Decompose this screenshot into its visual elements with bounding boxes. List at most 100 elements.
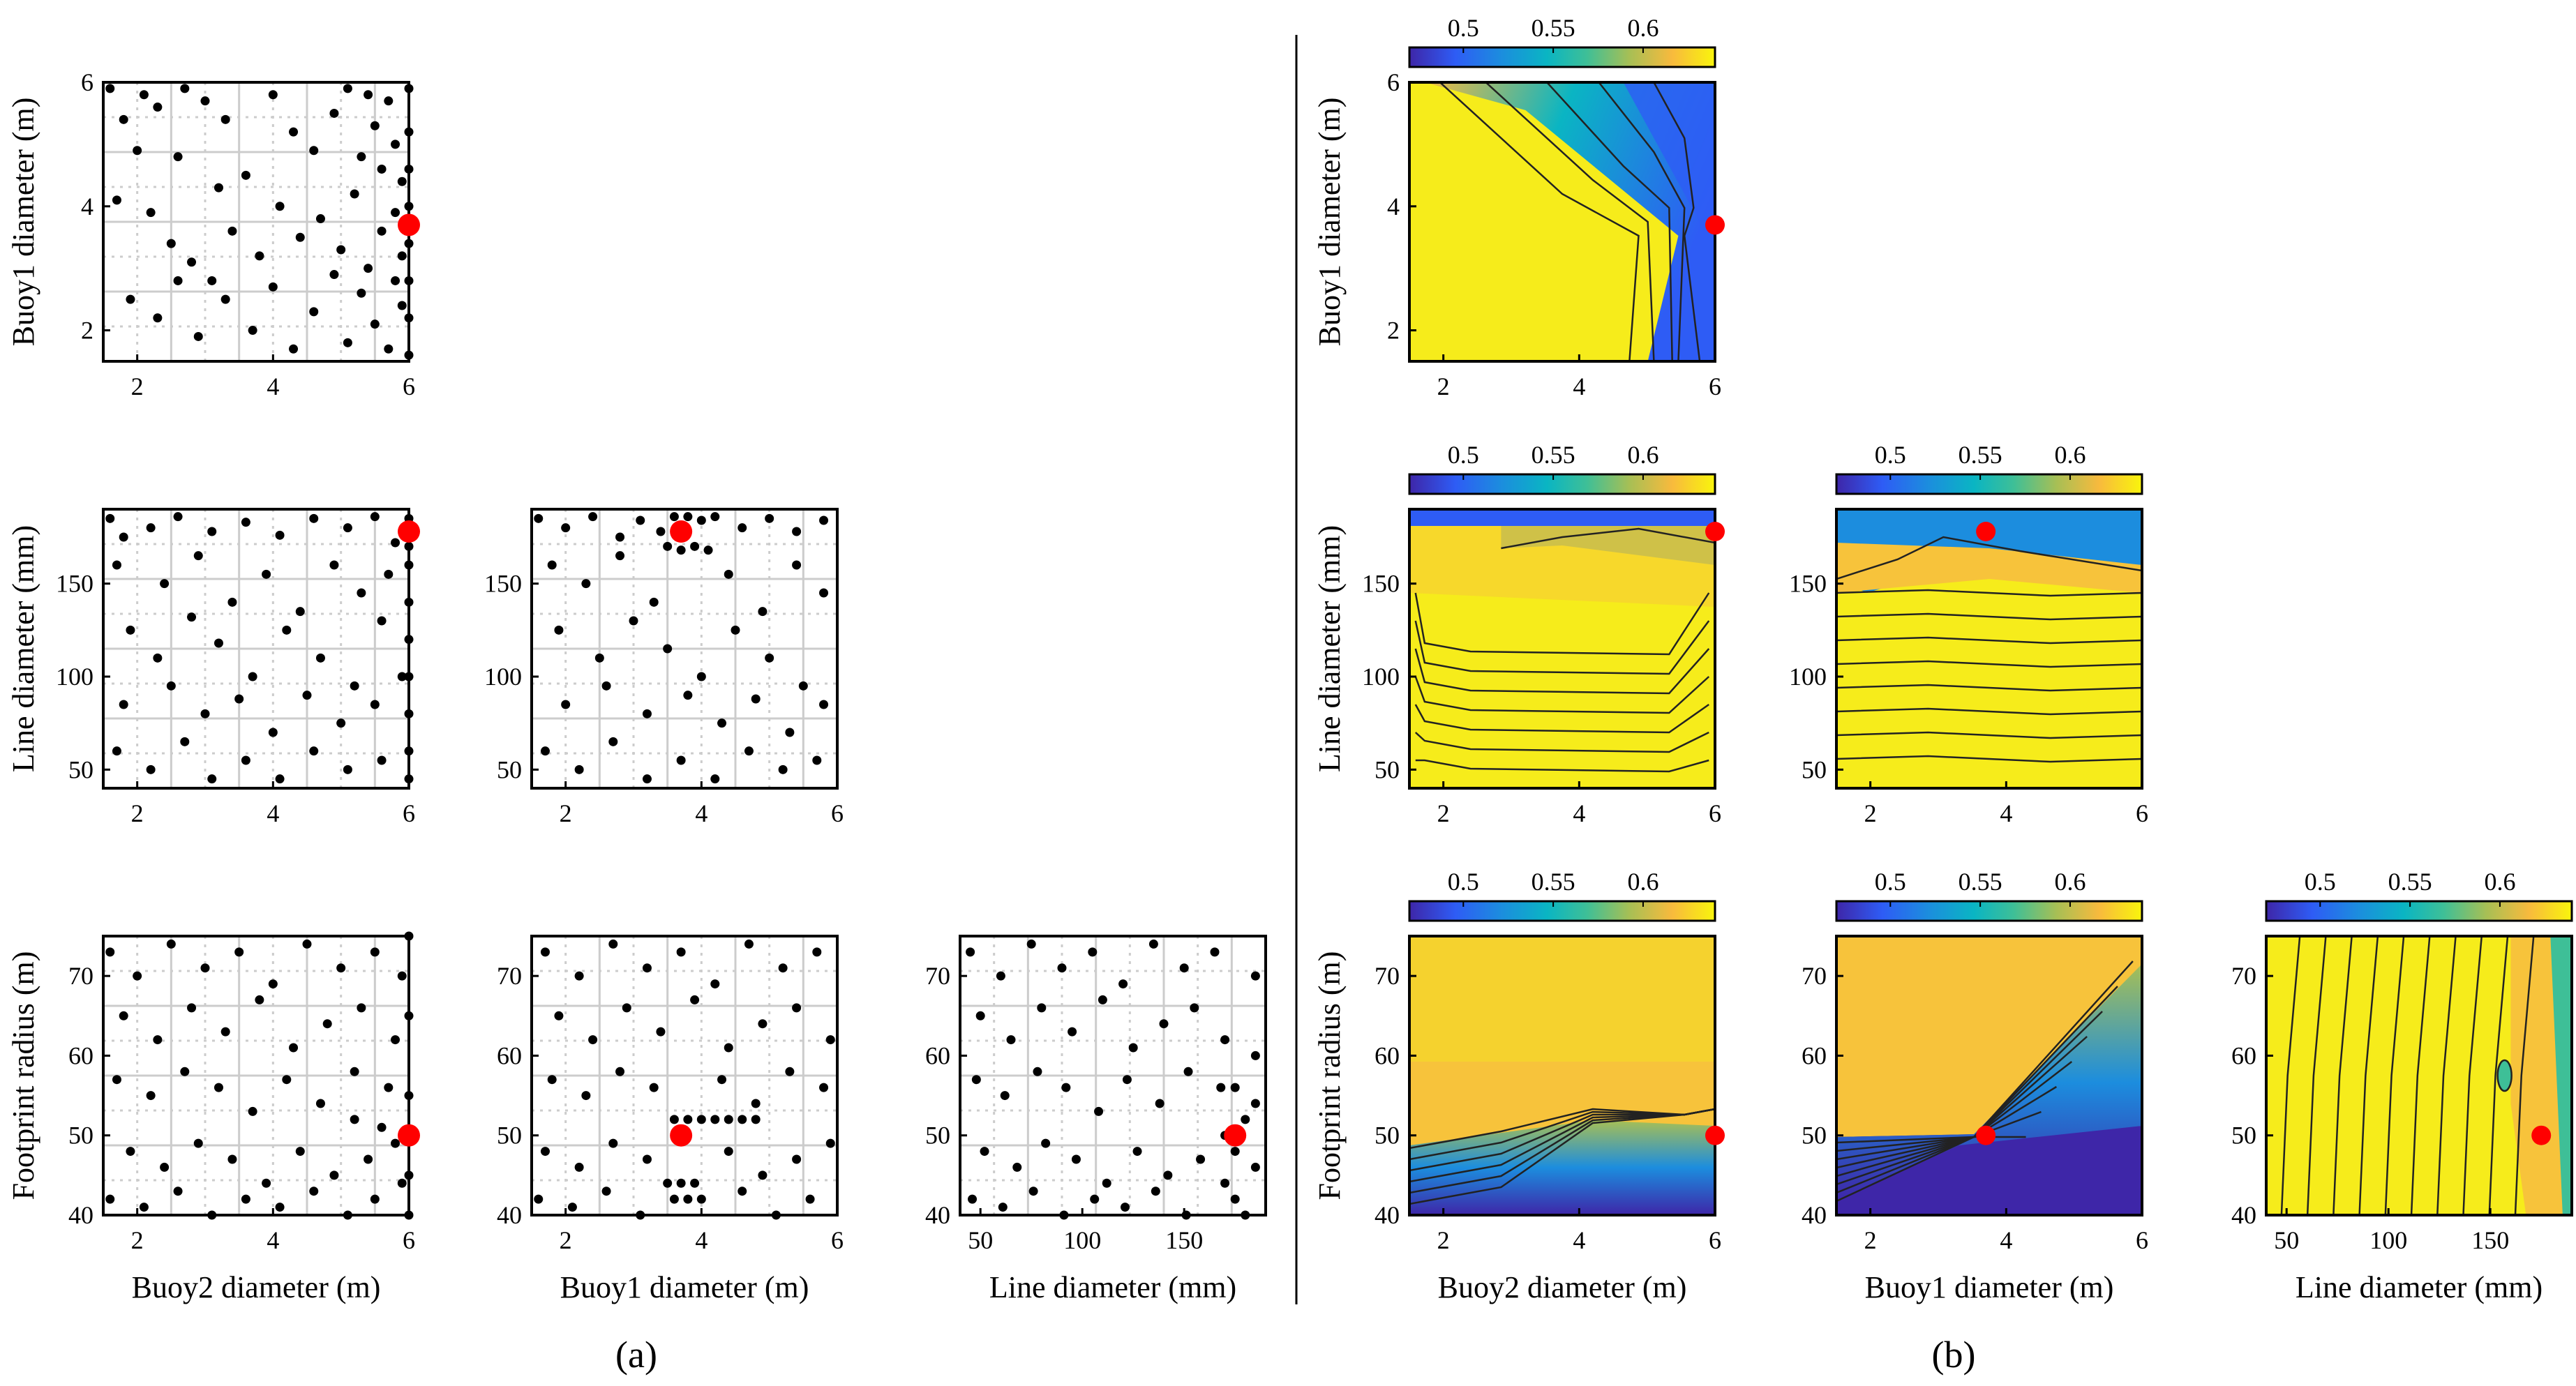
heat-region — [1836, 964, 2142, 1201]
scatter-point — [227, 1154, 237, 1164]
scatter-point — [241, 1194, 250, 1204]
heat-region — [1424, 82, 1715, 361]
y-tick-label-0-0: 2 — [81, 317, 93, 345]
scatter-point — [690, 995, 700, 1004]
scatter-point — [214, 638, 223, 648]
y-tick-label-2-1: 100 — [484, 663, 522, 691]
scatter-point — [751, 1099, 761, 1108]
scatter-point — [309, 746, 319, 756]
scatter-point — [1183, 1067, 1193, 1076]
scatter-point — [1098, 995, 1107, 1004]
scatter-point — [785, 728, 795, 737]
contour-line — [2384, 936, 2405, 1215]
scatter-point — [1220, 1035, 1230, 1045]
scatter-point — [187, 1003, 197, 1013]
contour-line — [2280, 936, 2301, 1215]
scatter-point — [588, 1035, 598, 1045]
optimum-marker — [1976, 1125, 1996, 1145]
contour-line — [1414, 731, 1709, 753]
optimum-marker — [398, 1124, 420, 1147]
scatter-point — [1241, 1115, 1250, 1124]
scatter-point — [588, 512, 598, 522]
y-tick-label-9-3: 70 — [1375, 962, 1400, 990]
colorbar-tick-label-9-2: 0.6 — [1627, 868, 1658, 896]
scatter-point — [377, 755, 387, 765]
x-tick-label-9-0: 2 — [1437, 1226, 1450, 1254]
x-tick-label-3-1: 4 — [267, 1226, 279, 1254]
scatter-point — [1068, 1027, 1077, 1037]
scatter-point — [819, 700, 829, 709]
scatter-point — [737, 1187, 747, 1196]
x-tick-label-1-1: 4 — [267, 799, 279, 827]
y-tick-label-4-3: 70 — [497, 962, 522, 990]
x-tick-label-2-0: 2 — [560, 799, 572, 827]
scatter-point — [336, 245, 346, 255]
axes-frame-7 — [1408, 508, 1716, 790]
y-tick-label-11-0: 40 — [2231, 1201, 2256, 1229]
heatmap-panel-6: 0.5 0.55 0.6 2 4 6 2 4 6 Buoy1 diameter (m) — [1312, 14, 1725, 400]
scatter-point — [275, 774, 285, 784]
scatter-point — [1028, 1187, 1038, 1196]
scatter-point — [220, 294, 230, 304]
colorbar-tick-label-7-2: 0.6 — [1627, 441, 1658, 469]
scatter-point — [581, 579, 591, 589]
scatter-point — [751, 1115, 761, 1124]
x-tick-label-6-1: 4 — [1573, 372, 1585, 400]
heat-region — [2550, 936, 2572, 1215]
scatter-point — [384, 344, 394, 354]
scatter-point — [336, 963, 346, 973]
x-tick-label-7-0: 2 — [1437, 799, 1450, 827]
contour-line — [2436, 936, 2457, 1215]
scatter-point — [173, 152, 183, 162]
y-tick-label-0-1: 4 — [81, 193, 93, 220]
scatter-point — [105, 1194, 115, 1204]
scatter-point — [1230, 1147, 1240, 1157]
axes-frame-2 — [530, 508, 839, 790]
axes-frame-9 — [1408, 935, 1716, 1216]
scatter-point — [105, 513, 115, 523]
contour-line — [1409, 1108, 1715, 1205]
scatter-point — [608, 1138, 618, 1148]
scatter-point — [649, 597, 659, 607]
scatter-point — [724, 1043, 733, 1053]
scatter-point — [214, 183, 223, 193]
scatter-point — [998, 1203, 1008, 1212]
contour-line — [1836, 755, 2142, 763]
scatter-point — [282, 625, 292, 635]
contour-line — [1485, 82, 1655, 361]
scatter-point — [322, 1019, 332, 1029]
scatter-point — [343, 84, 352, 93]
scatter-point — [642, 774, 652, 784]
scatter-point — [255, 995, 264, 1004]
scatter-point — [377, 164, 387, 174]
colorbar-tick-label-9-1: 0.55 — [1532, 868, 1575, 896]
scatter-point — [1006, 1035, 1016, 1045]
scatter-point — [329, 560, 339, 570]
x-tick-label-10-0: 2 — [1864, 1226, 1877, 1254]
scatter-point — [561, 523, 571, 533]
scatter-point — [166, 681, 176, 691]
scatter-point — [758, 1170, 767, 1180]
scatter-point — [241, 518, 250, 527]
x-tick-label-8-2: 6 — [2136, 799, 2148, 827]
contour-line — [1836, 961, 2134, 1203]
scatter-point — [275, 202, 285, 211]
scatter-point — [696, 515, 706, 525]
contour-line — [1598, 82, 1686, 361]
x-axis-label-5: Line diameter (mm) — [989, 1270, 1236, 1304]
scatter-point — [275, 530, 285, 540]
scatter-point — [744, 746, 754, 756]
contour-line — [1414, 648, 1710, 695]
scatter-point — [615, 551, 625, 561]
contour-line — [1439, 82, 1640, 361]
scatter-point — [540, 1147, 550, 1157]
scatter-point — [1179, 963, 1189, 973]
scatter-point — [724, 1115, 733, 1124]
scatter-point — [825, 1138, 835, 1148]
scatter-point — [669, 1194, 679, 1204]
scatter-point — [119, 700, 128, 709]
x-tick-label-2-2: 6 — [831, 799, 844, 827]
scatter-point — [629, 616, 638, 626]
axes-frame-1 — [102, 508, 410, 790]
scatter-point — [289, 127, 299, 137]
